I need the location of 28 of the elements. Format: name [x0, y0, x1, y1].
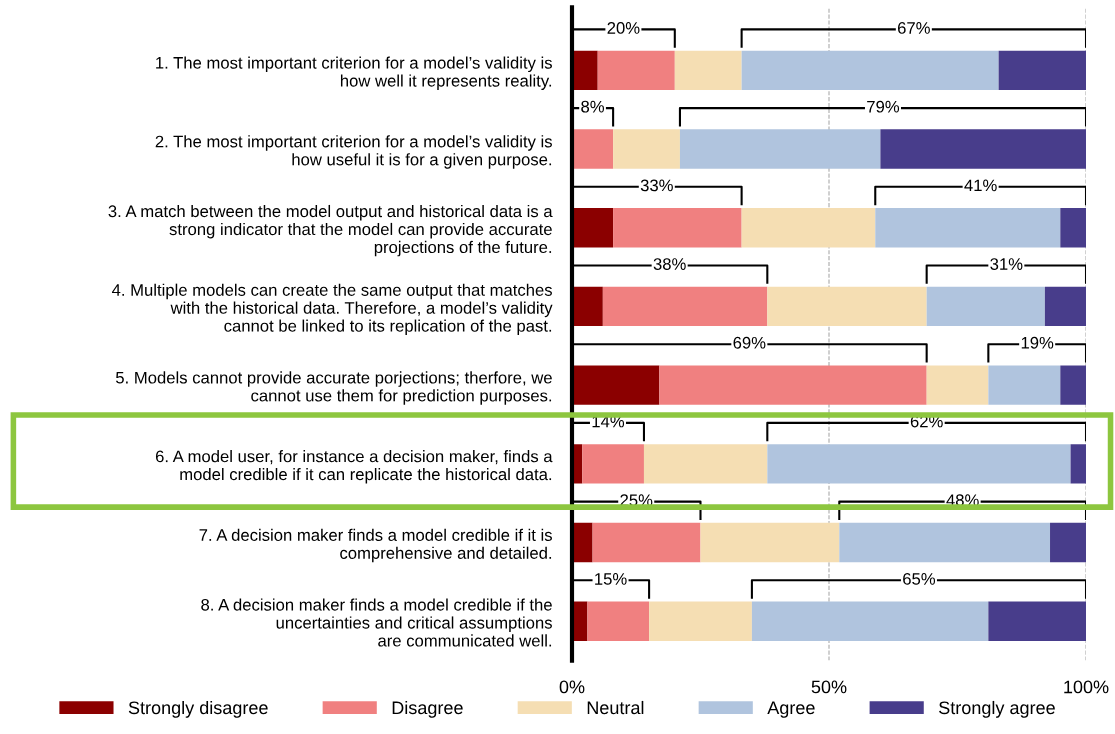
annotation: 31%: [990, 258, 1023, 270]
annotation: 65%: [903, 572, 936, 585]
annotation: 69%: [733, 336, 766, 349]
annotation: 79%: [867, 100, 900, 113]
x-tick-label: 100%: [1064, 680, 1109, 694]
annotation: 33%: [640, 179, 673, 192]
legend-label: Agree: [767, 701, 815, 718]
y-tick-label: 8. A decision maker finds a model credible if the uncertainties and critical assumptions are communicated well.: [201, 598, 552, 647]
y-tick-label: 7. A decision maker finds a model credible if it is comprehensive and detailed.: [199, 528, 552, 563]
annotation: 41%: [964, 179, 997, 192]
annotation: 67%: [897, 22, 930, 34]
y-tick-label: 4. Multiple models can create the same output that matches with the historical data. Therefore, a model’s validity cannot be linked to its replication of the past.: [111, 283, 553, 336]
y-tick-label: 6. A model user, for instance a decision maker, finds a model credible if it can replicate the historical data.: [155, 450, 553, 484]
legend-label: Strongly disagree: [128, 700, 268, 718]
y-tick-label: 1. The most important criterion for a model’s validity is how well it represents reality.: [156, 56, 552, 90]
annotation: 19%: [1021, 336, 1054, 349]
x-tick-label: 50%: [811, 680, 847, 694]
annotation: 20%: [607, 22, 640, 34]
y-tick-label: 5. Models cannot provide accurate porjections; therfore, we cannot use them for prediction purposes.: [115, 371, 552, 405]
y-tick-label: 3. A match between the model output and historical data is a strong indicator that the model can provide accurate projections of the future.: [108, 204, 553, 257]
y-tick-label: 2. The most important criterion for a model’s validity is how useful it is for a given purpose.: [155, 135, 552, 169]
legend-label: Neutral: [587, 700, 644, 715]
annotation: 38%: [653, 258, 686, 270]
annotation: 15%: [595, 573, 627, 585]
annotation: 8%: [581, 100, 605, 113]
legend-label: Strongly agree: [939, 700, 1055, 718]
x-tick-label: 0%: [559, 680, 585, 694]
legend-label: Disagree: [392, 700, 463, 718]
